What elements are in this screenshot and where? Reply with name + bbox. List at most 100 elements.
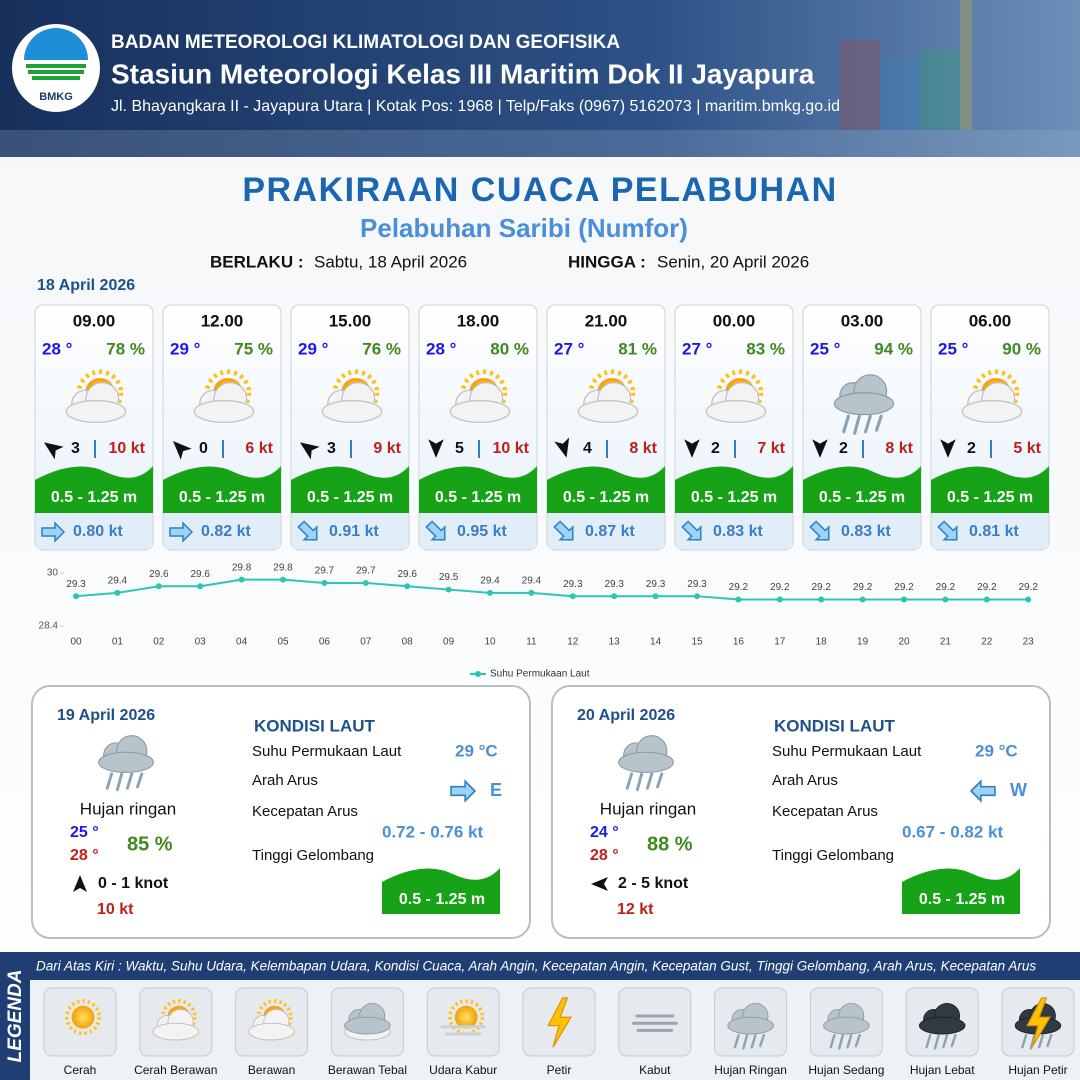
day-wind: 2 - 5 knot bbox=[618, 875, 689, 892]
x-tick-label: 02 bbox=[153, 637, 165, 648]
sea-label: Arah Arus bbox=[772, 772, 838, 789]
sst-point bbox=[735, 596, 742, 603]
sst-line bbox=[75, 578, 1029, 601]
card-temp: 25 ° bbox=[938, 339, 969, 358]
y-tick-label: 30 bbox=[47, 568, 59, 579]
x-tick-label: 10 bbox=[484, 637, 496, 648]
sst-value-label: 29.2 bbox=[811, 582, 831, 593]
legend-item-label: Hujan Sedang bbox=[808, 1063, 884, 1077]
card-wind-speed: 5 bbox=[455, 440, 464, 457]
card-humidity: 78 % bbox=[106, 339, 145, 358]
sst-value-label: 29.6 bbox=[397, 569, 417, 580]
sea-current-speed: 0.72 - 0.76 kt bbox=[382, 822, 483, 841]
card-wind-speed: 0 bbox=[199, 440, 208, 457]
card-humidity: 81 % bbox=[618, 339, 657, 358]
legend-item-label: Berawan bbox=[248, 1063, 295, 1077]
sst-value-label: 29.3 bbox=[687, 579, 707, 590]
sea-title: KONDISI LAUT bbox=[774, 716, 896, 735]
x-tick-label: 05 bbox=[277, 637, 289, 648]
valid-from-label: BERLAKU : bbox=[210, 252, 304, 271]
legend-item-label: Hujan Lebat bbox=[910, 1063, 975, 1077]
sst-point bbox=[321, 579, 328, 586]
sst-point bbox=[942, 596, 949, 603]
sst-value-label: 29.3 bbox=[563, 579, 583, 590]
wave-shape bbox=[291, 466, 409, 513]
day-humidity: 85 % bbox=[127, 833, 173, 855]
wave-shape bbox=[902, 868, 1020, 914]
x-tick-label: 06 bbox=[319, 637, 331, 648]
sst-value-label: 29.2 bbox=[853, 582, 873, 593]
sst-value-label: 29.2 bbox=[1018, 582, 1038, 593]
station-name: Stasiun Meteorologi Kelas III Maritim Do… bbox=[111, 58, 815, 89]
legend-item-label: Udara Kabur bbox=[429, 1063, 497, 1077]
title: PRAKIRAAN CUACA PELABUHAN bbox=[242, 171, 837, 209]
card-gust: 5 kt bbox=[1013, 440, 1041, 457]
sea-current-dir: W bbox=[1010, 780, 1027, 800]
card-current: 0.91 kt bbox=[329, 523, 379, 540]
card-time: 03.00 bbox=[841, 311, 884, 330]
sst-value-label: 29.4 bbox=[522, 576, 542, 587]
x-tick-label: 23 bbox=[1023, 637, 1035, 648]
card-gust: 7 kt bbox=[757, 440, 785, 457]
sst-point bbox=[983, 596, 990, 603]
wave-shape bbox=[35, 466, 153, 513]
sst-value-label: 29.2 bbox=[770, 582, 790, 593]
x-tick-label: 15 bbox=[691, 637, 703, 648]
wave-shape bbox=[675, 466, 793, 513]
sst-value-label: 29.2 bbox=[977, 582, 997, 593]
sst-point bbox=[487, 589, 493, 596]
logo-sky bbox=[24, 28, 88, 60]
legend-item-label: Cerah Berawan bbox=[134, 1063, 217, 1077]
sst-value-label: 29.7 bbox=[356, 566, 376, 577]
x-tick-label: 09 bbox=[443, 637, 455, 648]
sst-value-label: 29.8 bbox=[232, 562, 252, 573]
card-time: 00.00 bbox=[713, 311, 756, 330]
card-temp: 25 ° bbox=[810, 339, 841, 358]
card-gust: 9 kt bbox=[373, 440, 401, 457]
card-gust: 8 kt bbox=[885, 440, 913, 457]
x-tick-label: 14 bbox=[650, 637, 662, 648]
logo-stripes bbox=[26, 64, 86, 80]
legend-swatch-dot bbox=[475, 671, 481, 677]
sst-point bbox=[776, 596, 783, 603]
day-temp-min: 24 ° bbox=[590, 824, 619, 841]
card-temp: 29 ° bbox=[298, 339, 329, 358]
day-humidity: 88 % bbox=[647, 833, 693, 855]
legend-title: LEGENDA bbox=[5, 970, 26, 1063]
sst-value-label: 29.5 bbox=[439, 572, 459, 583]
card-time: 06.00 bbox=[969, 311, 1012, 330]
legend-item-label: Hujan Ringan bbox=[714, 1063, 787, 1077]
card-gust: 8 kt bbox=[629, 440, 657, 457]
card-time: 21.00 bbox=[585, 311, 628, 330]
card-wind-speed: 3 bbox=[327, 440, 336, 457]
card-temp: 28 ° bbox=[426, 339, 457, 358]
sea-sst: 29 °C bbox=[455, 741, 498, 760]
x-tick-label: 22 bbox=[981, 637, 993, 648]
x-tick-label: 18 bbox=[816, 637, 828, 648]
card-wave: 0.5 - 1.25 m bbox=[51, 489, 137, 506]
card-wind-speed: 4 bbox=[583, 440, 592, 457]
sst-value-label: 29.8 bbox=[273, 562, 293, 573]
card-wind-speed: 2 bbox=[839, 440, 848, 457]
sst-point bbox=[280, 576, 286, 583]
legend-item-label: Hujan Petir bbox=[1008, 1063, 1067, 1077]
header-banner bbox=[0, 0, 1080, 157]
card-temp: 29 ° bbox=[170, 339, 201, 358]
address: Jl. Bhayangkara II - Jayapura Utara | Ko… bbox=[111, 98, 840, 115]
sst-value-label: 29.4 bbox=[108, 576, 128, 587]
sst-point bbox=[114, 589, 121, 596]
legend-label: Suhu Permukaan Laut bbox=[490, 669, 590, 680]
card-humidity: 76 % bbox=[362, 339, 401, 358]
legend-side-strip bbox=[0, 952, 30, 1080]
sea-label: Suhu Permukaan Laut bbox=[772, 743, 922, 760]
card-wave: 0.5 - 1.25 m bbox=[691, 489, 777, 506]
legend-item-label: Petir bbox=[547, 1063, 572, 1077]
x-tick-label: 04 bbox=[236, 637, 248, 648]
sst-point bbox=[694, 593, 700, 600]
sea-label: Arah Arus bbox=[252, 772, 318, 789]
sst-value-label: 29.2 bbox=[894, 582, 914, 593]
day-date: 19 April 2026 bbox=[57, 707, 155, 724]
sst-value-label: 29.7 bbox=[315, 566, 335, 577]
